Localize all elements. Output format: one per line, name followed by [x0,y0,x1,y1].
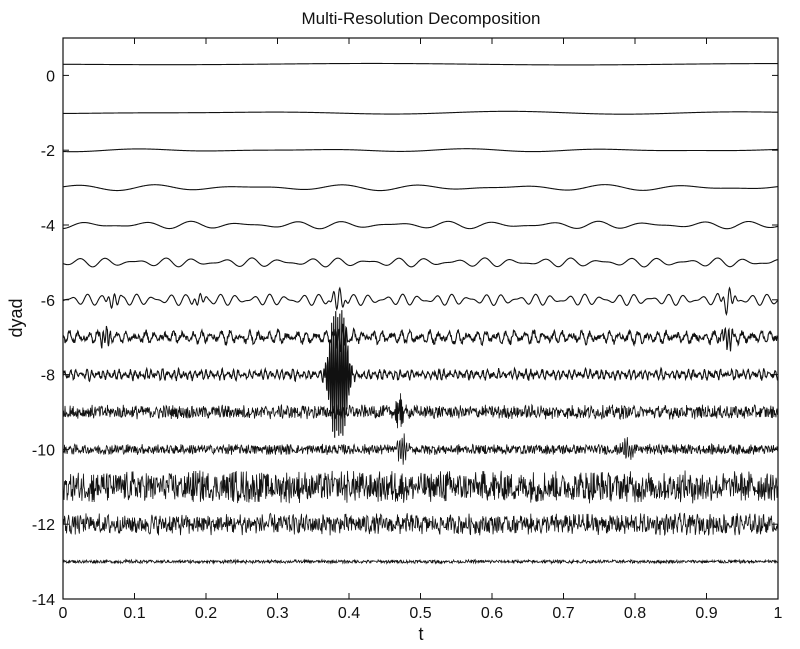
series-line-3 [62,184,779,192]
series-line-0 [63,62,778,66]
series-line-9 [62,393,779,429]
y-tick-label: -6 [41,293,55,310]
y-tick-label: -2 [41,143,55,160]
x-tick-label: 0.8 [624,605,646,622]
x-tick-label: 0.2 [195,605,217,622]
series-line-5 [62,257,779,268]
series-line-13 [62,558,779,565]
y-tick-label: -14 [32,592,55,609]
series-line-12 [62,512,779,537]
x-tick-label: 0 [59,605,68,622]
plot-area [62,62,779,565]
x-tick-label: 1 [774,605,783,622]
x-tick-label: 0.4 [338,605,360,622]
x-axis: 0 0.1 0.2 0.3 0.4 0.5 0.6 0.7 0.8 0.9 1 [59,38,783,622]
y-axis: 0 -2 -4 -6 -8 -10 -12 -14 [32,68,778,609]
x-axis-label: t [418,624,423,644]
x-tick-label: 0.7 [552,605,574,622]
chart-title: Multi-Resolution Decomposition [301,9,540,28]
series-line-11 [62,470,779,504]
y-tick-label: -12 [32,517,55,534]
y-axis-label: dyad [6,298,26,337]
series-line-8 [62,310,779,438]
axes-frame [62,37,779,600]
series-line-6 [62,286,779,316]
series-line-10 [62,433,779,465]
y-tick-label: -4 [41,218,55,235]
x-tick-label: 0.9 [695,605,717,622]
y-tick-label: 0 [46,68,55,85]
x-tick-label: 0.1 [123,605,145,622]
y-tick-label: -10 [32,442,55,459]
y-tick-label: -8 [41,368,55,385]
x-tick-label: 0.5 [409,605,431,622]
series-line-1 [63,110,779,115]
x-tick-label: 0.3 [266,605,288,622]
series-line-4 [62,220,779,230]
series-line-7 [62,323,779,353]
x-tick-label: 0.6 [481,605,503,622]
series-line-2 [62,148,779,153]
